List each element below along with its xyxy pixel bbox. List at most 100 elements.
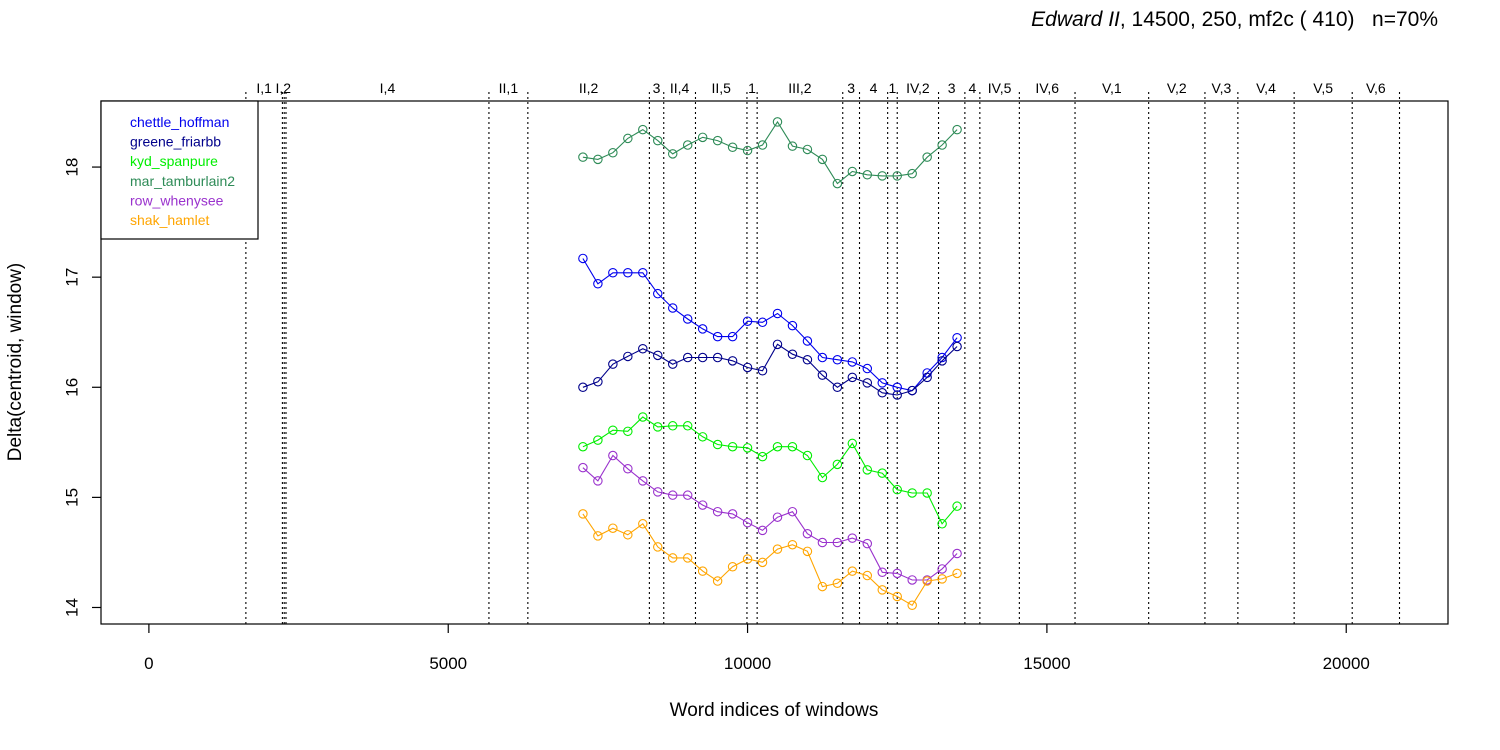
axes: 0 5000 10000 15000 20000 14 15 16 17 18 bbox=[63, 158, 1370, 673]
x-tick-label: 20000 bbox=[1323, 654, 1370, 673]
data-point bbox=[817, 352, 828, 363]
scene-marker-label: 1 bbox=[748, 80, 756, 96]
x-axis-label: Word indices of windows bbox=[669, 700, 879, 721]
data-point bbox=[772, 544, 783, 554]
data-point bbox=[817, 154, 828, 165]
data-point bbox=[608, 268, 618, 278]
data-point bbox=[952, 568, 962, 579]
data-point bbox=[877, 468, 888, 478]
chart-title: Edward II, 14500, 250, mf2c ( 410) n=70% bbox=[1031, 8, 1438, 32]
data-point bbox=[817, 370, 828, 380]
data-point bbox=[802, 546, 813, 557]
data-point bbox=[892, 591, 902, 602]
data-point bbox=[757, 366, 768, 376]
data-point bbox=[638, 519, 648, 529]
data-point bbox=[682, 553, 693, 563]
data-point bbox=[952, 501, 962, 511]
data-point bbox=[623, 530, 633, 540]
series-line bbox=[582, 454, 958, 581]
data-point bbox=[697, 324, 708, 334]
data-point bbox=[697, 132, 708, 143]
data-point bbox=[922, 576, 932, 586]
data-point bbox=[892, 382, 902, 393]
scene-marker-label: V,3 bbox=[1212, 80, 1232, 96]
data-point bbox=[802, 528, 813, 539]
data-point bbox=[712, 506, 723, 517]
scene-marker-label: IV,5 bbox=[988, 80, 1012, 96]
data-point bbox=[847, 438, 858, 449]
data-point bbox=[892, 171, 902, 181]
y-tick-label: 15 bbox=[63, 488, 82, 507]
x-tick-label: 0 bbox=[144, 654, 153, 673]
data-point bbox=[697, 500, 708, 510]
data-point bbox=[802, 450, 813, 461]
data-point bbox=[877, 378, 888, 388]
data-point bbox=[757, 451, 768, 462]
data-point bbox=[787, 441, 798, 452]
data-point bbox=[892, 390, 902, 400]
legend-entry: greene_friarbb bbox=[130, 134, 221, 150]
data-point bbox=[862, 170, 873, 180]
data-point bbox=[638, 476, 648, 486]
legend-entry: row_whenysee bbox=[130, 192, 224, 208]
data-point bbox=[578, 253, 588, 264]
data-point bbox=[727, 509, 738, 519]
data-point bbox=[742, 145, 753, 156]
data-point bbox=[578, 462, 588, 473]
legend-entry: kyd_spanpure bbox=[130, 153, 218, 169]
data-point bbox=[608, 450, 618, 461]
series-line bbox=[582, 343, 958, 396]
act-scene-markers: I,1 I,2 I,4 II,1 II,2 3 II,4 II,5 1 III,2 3 4 1 IV,2 3… bbox=[245, 80, 1401, 624]
data-point bbox=[862, 378, 873, 388]
data-point bbox=[892, 484, 902, 495]
data-point bbox=[862, 538, 873, 549]
data-point bbox=[667, 421, 678, 431]
data-point bbox=[593, 154, 603, 165]
scene-marker-label: I,1 bbox=[256, 80, 272, 96]
data-point bbox=[653, 350, 663, 361]
data-point bbox=[742, 362, 753, 373]
data-point bbox=[907, 600, 917, 611]
scene-marker-label: IV,6 bbox=[1035, 80, 1059, 96]
data-point bbox=[578, 152, 588, 162]
data-point bbox=[847, 166, 858, 177]
data-point bbox=[682, 421, 693, 431]
scene-marker-label: III,2 bbox=[788, 80, 812, 96]
data-point bbox=[653, 135, 663, 146]
series-mar_tamburlain2 bbox=[578, 117, 962, 189]
data-point bbox=[712, 135, 723, 146]
data-point bbox=[653, 422, 663, 432]
data-point bbox=[922, 488, 932, 498]
scene-marker-label: V,5 bbox=[1313, 80, 1333, 96]
data-point bbox=[847, 357, 858, 367]
data-point bbox=[578, 509, 588, 519]
data-point bbox=[817, 581, 828, 592]
data-point bbox=[787, 349, 798, 359]
y-tick-label: 14 bbox=[63, 598, 82, 617]
y-tick-label: 18 bbox=[63, 158, 82, 177]
series-line bbox=[582, 120, 958, 185]
series-kyd_spanpure bbox=[578, 412, 962, 529]
data-point bbox=[593, 476, 603, 486]
data-point bbox=[638, 268, 648, 278]
data-point bbox=[623, 426, 633, 437]
data-point bbox=[937, 140, 947, 150]
data-point bbox=[847, 372, 858, 383]
data-point bbox=[832, 382, 843, 393]
data-point bbox=[757, 525, 768, 536]
data-point bbox=[727, 356, 738, 366]
data-point bbox=[757, 317, 768, 328]
data-point bbox=[772, 512, 783, 522]
data-point bbox=[593, 435, 603, 445]
data-point bbox=[608, 523, 618, 533]
data-point bbox=[772, 117, 783, 127]
x-tick-label: 10000 bbox=[724, 654, 771, 673]
data-point bbox=[847, 566, 858, 576]
data-point bbox=[907, 385, 917, 396]
data-point bbox=[712, 439, 723, 450]
data-point bbox=[623, 351, 633, 362]
scene-marker-label: II,4 bbox=[670, 80, 690, 96]
scene-marker-label: I,2 bbox=[276, 80, 292, 96]
data-point bbox=[682, 352, 693, 363]
